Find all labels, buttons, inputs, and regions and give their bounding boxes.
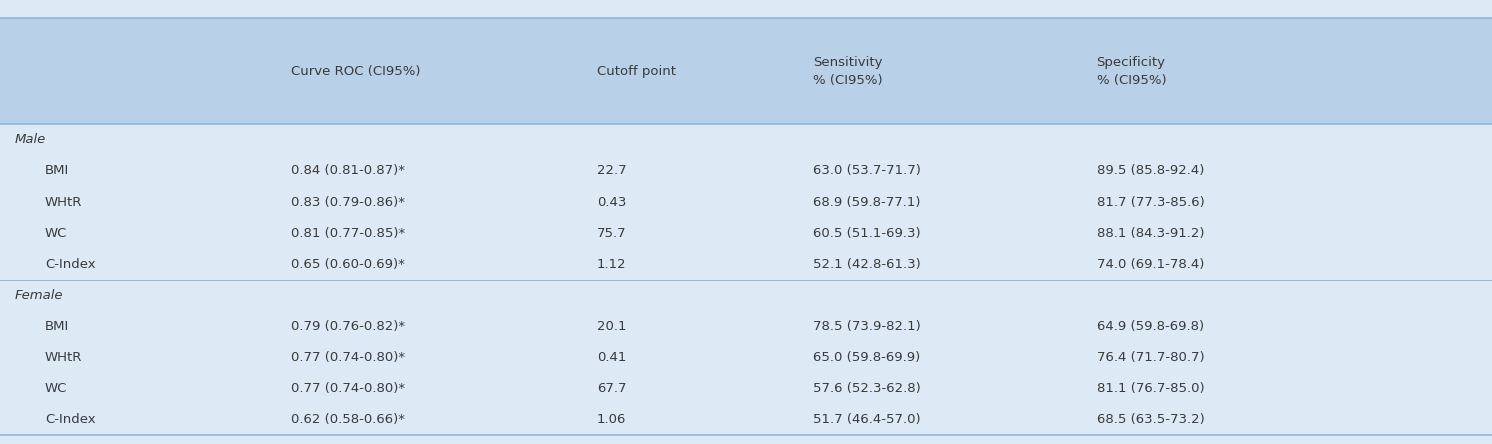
Text: 22.7: 22.7 <box>597 164 627 178</box>
Text: 0.77 (0.74-0.80)*: 0.77 (0.74-0.80)* <box>291 351 404 364</box>
Text: BMI: BMI <box>45 320 69 333</box>
Text: 0.62 (0.58-0.66)*: 0.62 (0.58-0.66)* <box>291 413 404 426</box>
Text: Specificity
% (CI95%): Specificity % (CI95%) <box>1097 56 1167 87</box>
Text: 78.5 (73.9-82.1): 78.5 (73.9-82.1) <box>813 320 921 333</box>
Text: WC: WC <box>45 226 67 240</box>
Text: WHtR: WHtR <box>45 195 82 209</box>
Text: 65.0 (59.8-69.9): 65.0 (59.8-69.9) <box>813 351 921 364</box>
Text: 75.7: 75.7 <box>597 226 627 240</box>
Text: 0.65 (0.60-0.69)*: 0.65 (0.60-0.69)* <box>291 258 404 271</box>
Text: 20.1: 20.1 <box>597 320 627 333</box>
Text: 0.77 (0.74-0.80)*: 0.77 (0.74-0.80)* <box>291 382 404 395</box>
Text: Sensitivity
% (CI95%): Sensitivity % (CI95%) <box>813 56 883 87</box>
Text: 0.84 (0.81-0.87)*: 0.84 (0.81-0.87)* <box>291 164 404 178</box>
Text: 0.81 (0.77-0.85)*: 0.81 (0.77-0.85)* <box>291 226 406 240</box>
Text: 57.6 (52.3-62.8): 57.6 (52.3-62.8) <box>813 382 921 395</box>
Text: 0.43: 0.43 <box>597 195 627 209</box>
Text: C-Index: C-Index <box>45 413 95 426</box>
Text: 88.1 (84.3-91.2): 88.1 (84.3-91.2) <box>1097 226 1204 240</box>
Text: 0.41: 0.41 <box>597 351 627 364</box>
Text: WC: WC <box>45 382 67 395</box>
Text: Male: Male <box>15 133 46 147</box>
Text: 51.7 (46.4-57.0): 51.7 (46.4-57.0) <box>813 413 921 426</box>
Text: WHtR: WHtR <box>45 351 82 364</box>
Text: 81.7 (77.3-85.6): 81.7 (77.3-85.6) <box>1097 195 1204 209</box>
Text: 76.4 (71.7-80.7): 76.4 (71.7-80.7) <box>1097 351 1204 364</box>
Text: Female: Female <box>15 289 64 302</box>
Text: 68.9 (59.8-77.1): 68.9 (59.8-77.1) <box>813 195 921 209</box>
Text: Curve ROC (CI95%): Curve ROC (CI95%) <box>291 64 421 78</box>
Text: 68.5 (63.5-73.2): 68.5 (63.5-73.2) <box>1097 413 1204 426</box>
Text: 1.12: 1.12 <box>597 258 627 271</box>
Text: 67.7: 67.7 <box>597 382 627 395</box>
Text: 63.0 (53.7-71.7): 63.0 (53.7-71.7) <box>813 164 921 178</box>
Text: 60.5 (51.1-69.3): 60.5 (51.1-69.3) <box>813 226 921 240</box>
Text: 81.1 (76.7-85.0): 81.1 (76.7-85.0) <box>1097 382 1204 395</box>
Text: Cutoff point: Cutoff point <box>597 64 676 78</box>
Text: C-Index: C-Index <box>45 258 95 271</box>
Text: 89.5 (85.8-92.4): 89.5 (85.8-92.4) <box>1097 164 1204 178</box>
Text: 74.0 (69.1-78.4): 74.0 (69.1-78.4) <box>1097 258 1204 271</box>
Text: 0.79 (0.76-0.82)*: 0.79 (0.76-0.82)* <box>291 320 404 333</box>
Text: 0.83 (0.79-0.86)*: 0.83 (0.79-0.86)* <box>291 195 404 209</box>
Text: BMI: BMI <box>45 164 69 178</box>
Text: 52.1 (42.8-61.3): 52.1 (42.8-61.3) <box>813 258 921 271</box>
Text: 64.9 (59.8-69.8): 64.9 (59.8-69.8) <box>1097 320 1204 333</box>
FancyBboxPatch shape <box>0 18 1492 124</box>
Text: 1.06: 1.06 <box>597 413 627 426</box>
